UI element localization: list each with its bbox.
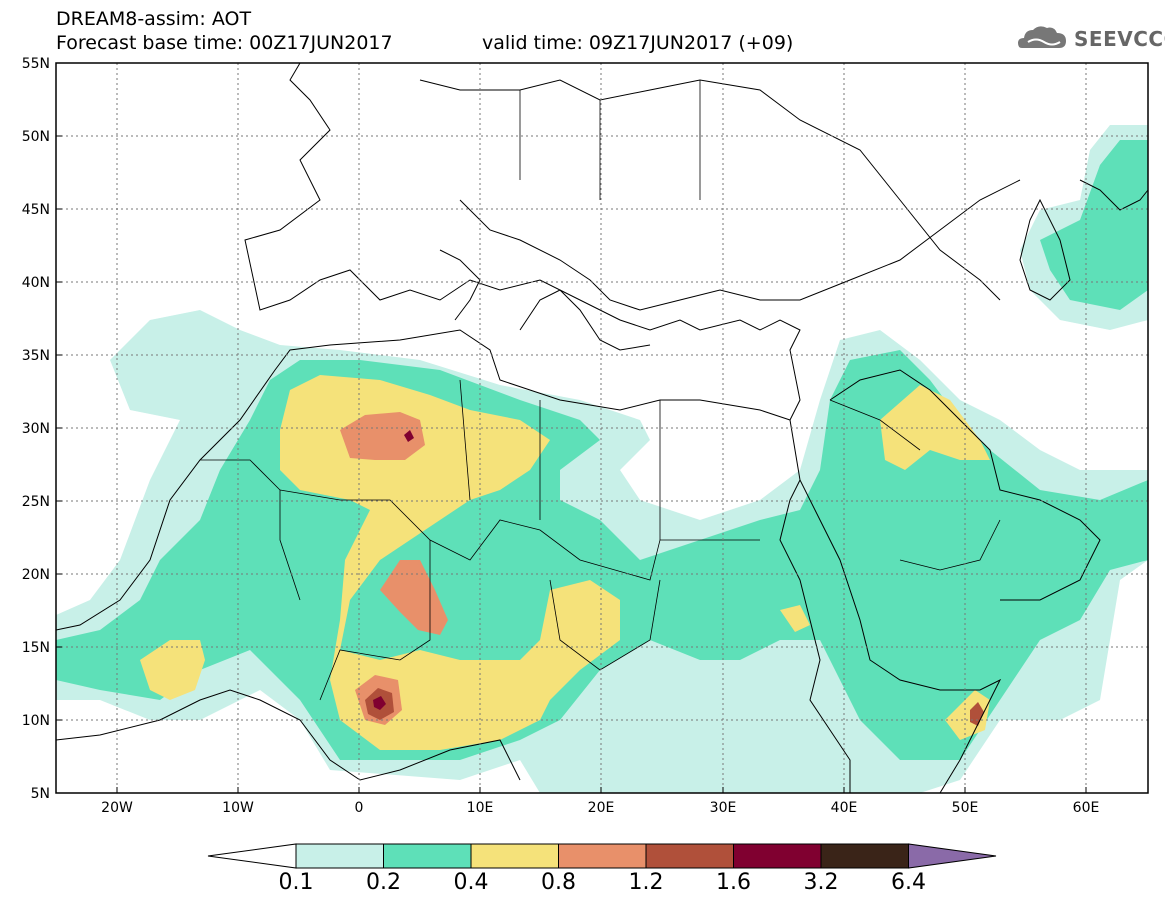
aot-level-04 (140, 640, 205, 700)
colorbar-label: 1.2 (628, 870, 664, 895)
aot-level-04 (880, 385, 990, 470)
colorbar-under-arrow (207, 843, 297, 869)
y-tick-label: 10N (22, 713, 50, 729)
x-tick-label: 10W (222, 800, 254, 816)
x-tick-label: 10E (467, 800, 494, 816)
aot-shading (56, 125, 1148, 793)
y-tick-label: 15N (22, 640, 50, 656)
colorbar-label: 3.2 (803, 870, 839, 895)
logo-text: SEEVCCC (1074, 27, 1165, 51)
colorbar-swatch (733, 843, 822, 869)
colorbar-swatch (383, 843, 472, 869)
colorbar-swatch (295, 843, 384, 869)
colorbar-over-arrow (908, 843, 997, 869)
colorbar-label: 0.8 (541, 870, 576, 895)
aot-level-16 (373, 696, 386, 710)
valid-time: valid time: 09Z17JUN2017 (+09) (482, 32, 794, 54)
colorbar-swatch (645, 843, 734, 869)
y-tick-labels: 55N 50N 45N 40N 35N 30N 25N 20N 15N 10N … (22, 56, 50, 802)
x-tick-label: 0 (355, 800, 364, 816)
aot-level-08 (340, 412, 425, 460)
colorbar-label: 0.4 (453, 870, 489, 895)
y-tick-label: 55N (22, 56, 50, 72)
y-tick-label: 40N (22, 275, 50, 291)
y-tick-label: 50N (22, 129, 50, 145)
cloud-icon (1018, 26, 1066, 48)
aot-level-04 (280, 375, 620, 750)
colorbar-swatch (470, 843, 559, 869)
map-title: DREAM8-assim: AOT (56, 8, 252, 30)
colorbar (207, 843, 997, 869)
x-tick-labels: 20W 10W 0 10E 20E 30E 40E 50E 60E (101, 800, 1099, 816)
colorbar-swatch (820, 843, 909, 869)
x-tick-label: 30E (710, 800, 737, 816)
y-tick-label: 20N (22, 567, 50, 583)
x-tick-label: 50E (952, 800, 979, 816)
x-tick-label: 20E (588, 800, 615, 816)
y-tick-label: 25N (22, 494, 50, 510)
x-tick-label: 20W (101, 800, 133, 816)
colorbar-label: 1.6 (716, 870, 751, 895)
colorbar-label: 6.4 (891, 870, 926, 895)
colorbar-label: 0.1 (278, 870, 314, 895)
country-borders (200, 80, 1001, 701)
colorbar-label: 0.2 (366, 870, 401, 895)
forecast-base-time: Forecast base time: 00Z17JUN2017 (56, 32, 393, 54)
colorbar-swatch (558, 843, 647, 869)
tick-marks (56, 62, 1087, 794)
aot-level-16 (404, 430, 414, 442)
aot-level-08 (380, 560, 448, 635)
grid (56, 63, 1148, 793)
aot-level-04 (945, 690, 990, 740)
aot-level-04 (780, 605, 810, 632)
y-tick-label: 35N (22, 348, 50, 364)
x-tick-label: 40E (831, 800, 858, 816)
y-tick-label: 30N (22, 421, 50, 437)
coastlines (56, 63, 1148, 793)
y-tick-label: 45N (22, 202, 50, 218)
y-tick-label: 5N (31, 786, 50, 802)
x-tick-label: 60E (1073, 800, 1100, 816)
